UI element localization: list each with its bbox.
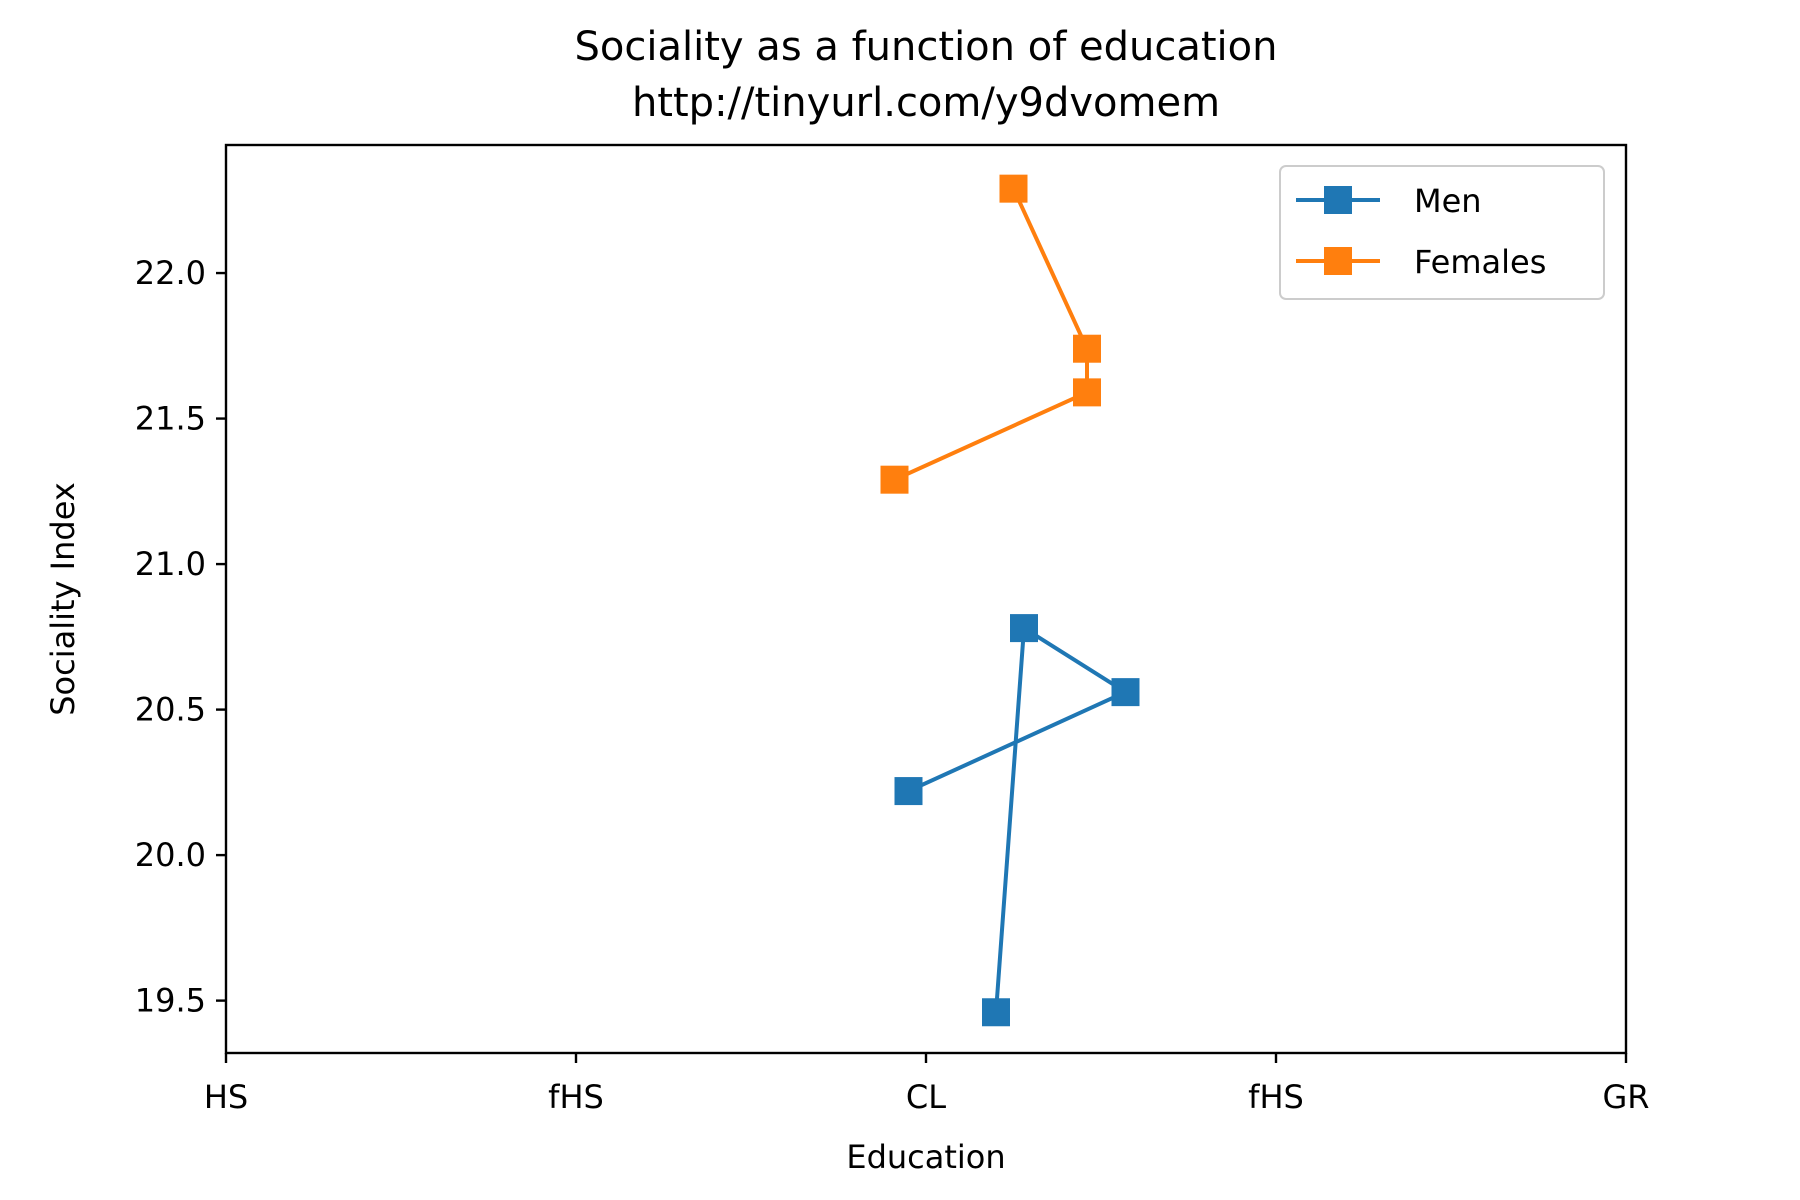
y-tick-label: 20.5 [135, 691, 206, 729]
ticks-layer: HS fHS CL fHS GR 19.5 20.0 20.5 21.0 21.5 22.0 [135, 254, 1650, 1116]
data-point-females [1073, 334, 1101, 363]
y-tick-label: 22.0 [135, 254, 206, 292]
data-point-men [1010, 614, 1038, 643]
y-tick-label: 19.5 [135, 982, 206, 1020]
x-tick-label: GR [1602, 1078, 1649, 1116]
x-axis-label: Education [846, 1138, 1005, 1176]
data-point-females [880, 465, 909, 494]
y-axis-label: Sociality Index [44, 482, 82, 716]
data-point-men [894, 777, 923, 806]
data-point-men [982, 998, 1010, 1027]
legend-females-marker [1324, 247, 1352, 275]
series-line-men [905, 626, 1128, 1015]
y-tick-label: 21.5 [135, 400, 206, 438]
data-point-females [1073, 378, 1101, 407]
x-tick-label: CL [906, 1078, 946, 1116]
chart-title: Sociality as a function of education [575, 24, 1278, 70]
series-layer [880, 174, 1140, 1027]
y-tick-label: 20.0 [135, 836, 206, 874]
x-tick-label: fHS [1248, 1078, 1304, 1116]
legend-females-label: Females [1414, 243, 1546, 281]
x-tick-label: fHS [548, 1078, 604, 1116]
y-tick-label: 21.0 [135, 545, 206, 583]
x-tick-label: HS [204, 1078, 248, 1116]
data-point-females [999, 174, 1028, 203]
legend-men-label: Men [1414, 182, 1482, 220]
data-point-men [1111, 678, 1140, 707]
legend-men-marker [1324, 186, 1352, 214]
legend: Men Females [1279, 165, 1605, 300]
series-line-females [891, 186, 1089, 483]
chart-subtitle: http://tinyurl.com/y9dvomem [632, 80, 1220, 126]
